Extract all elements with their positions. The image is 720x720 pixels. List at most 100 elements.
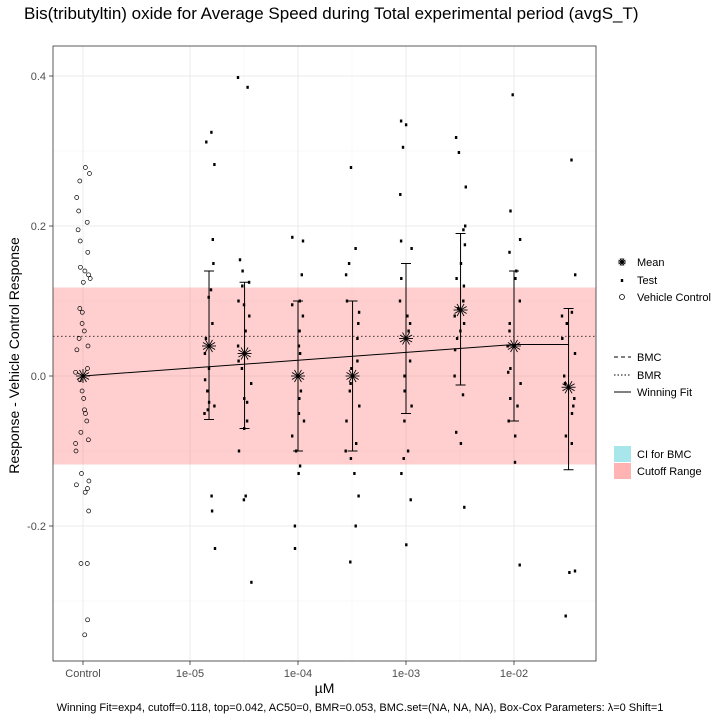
test-point (408, 322, 412, 325)
test-point (348, 389, 351, 393)
vehicle-control-point (87, 276, 93, 281)
cutoff-swatch-icon (614, 463, 631, 479)
legend-label-test: Test (637, 275, 657, 287)
vehicle-control-point (75, 227, 81, 233)
vehicle-control-point (77, 238, 83, 244)
vehicle-control-point (86, 508, 92, 514)
test-point (246, 85, 249, 89)
legend-bmr: BMR (614, 370, 662, 382)
mean-marker (202, 339, 217, 353)
test-point (298, 397, 301, 400)
test-point (244, 329, 247, 333)
test-point (298, 464, 302, 468)
chart-title: Bis(tributyltin) oxide for Average Speed… (24, 4, 639, 23)
test-point (206, 408, 209, 412)
test-point (462, 299, 465, 303)
test-legend-symbol (620, 279, 624, 282)
test-point (565, 322, 568, 325)
test-point (347, 262, 351, 265)
test-point (206, 389, 209, 393)
test-point (455, 337, 459, 340)
test-point (573, 397, 576, 400)
test-point (399, 193, 402, 196)
test-point (213, 404, 216, 408)
test-symbol-icon (620, 279, 624, 282)
test-point (349, 560, 352, 564)
vehicle-control-point (79, 471, 84, 476)
test-point (242, 498, 246, 502)
test-point (570, 158, 573, 162)
vehicle-control-point (77, 178, 83, 184)
test-point (203, 378, 207, 382)
test-point (240, 367, 244, 370)
test-point (455, 277, 458, 280)
test-point (400, 277, 403, 280)
test-point (297, 344, 301, 348)
y-tick-label: -0.2 (27, 521, 46, 533)
test-point (236, 344, 240, 348)
test-point (344, 449, 347, 453)
vehicle-control-point (82, 632, 88, 638)
test-point (508, 250, 511, 254)
vehicle-control-point (74, 195, 80, 200)
vehicle-control-point (73, 448, 79, 454)
test-point (464, 185, 467, 189)
vehicle-control-point (78, 561, 84, 566)
test-point (203, 352, 207, 355)
test-point (454, 136, 458, 139)
test-point (241, 284, 244, 288)
test-point (241, 269, 244, 273)
test-point (344, 273, 348, 277)
test-point (509, 367, 512, 370)
y-tick-label: 0.4 (31, 71, 46, 83)
test-point (402, 457, 405, 460)
test-point (563, 374, 566, 378)
test-point (210, 509, 214, 513)
test-point (518, 563, 521, 567)
vc-legend-symbol (619, 294, 625, 300)
legend-cutoff-range: Cutoff Range (614, 463, 702, 479)
test-point (563, 382, 567, 385)
test-point (410, 404, 413, 408)
vehicle-control-point (76, 336, 82, 341)
test-point (457, 151, 461, 154)
test-point (298, 329, 301, 333)
test-point (564, 614, 567, 618)
test-point (403, 374, 406, 378)
test-point (250, 382, 253, 385)
vehicle-control-point (86, 478, 92, 484)
test-point (211, 322, 214, 325)
test-point (205, 140, 208, 144)
test-point (403, 389, 406, 393)
vehicle-control-point (87, 171, 92, 176)
test-point (399, 119, 403, 123)
test-point (564, 434, 568, 438)
test-point (213, 547, 217, 550)
test-point (345, 419, 348, 423)
test-point (400, 472, 403, 475)
test-point (301, 314, 305, 318)
test-point (570, 310, 574, 314)
test-point (345, 299, 349, 303)
test-point (405, 543, 408, 547)
test-point (213, 163, 216, 166)
vehicle-control-point (78, 264, 83, 270)
test-point (248, 314, 251, 318)
vehicle-control-point (84, 219, 90, 225)
legend-bmc: BMC (614, 352, 662, 364)
mean-marker (291, 369, 305, 383)
test-point (237, 299, 240, 303)
y-tick-label: 0.0 (31, 371, 46, 383)
winning-fit-line (82, 344, 569, 377)
test-point (568, 571, 571, 574)
test-point (301, 239, 305, 243)
test-point (236, 76, 240, 79)
test-point (404, 123, 408, 127)
test-point (570, 412, 574, 415)
test-point (572, 404, 575, 408)
legend-vehicle-control: Vehicle Control (619, 292, 711, 304)
test-point (212, 262, 215, 265)
x-tick-label: 1e-03 (392, 668, 420, 680)
test-point (560, 314, 564, 318)
test-point (291, 303, 294, 307)
